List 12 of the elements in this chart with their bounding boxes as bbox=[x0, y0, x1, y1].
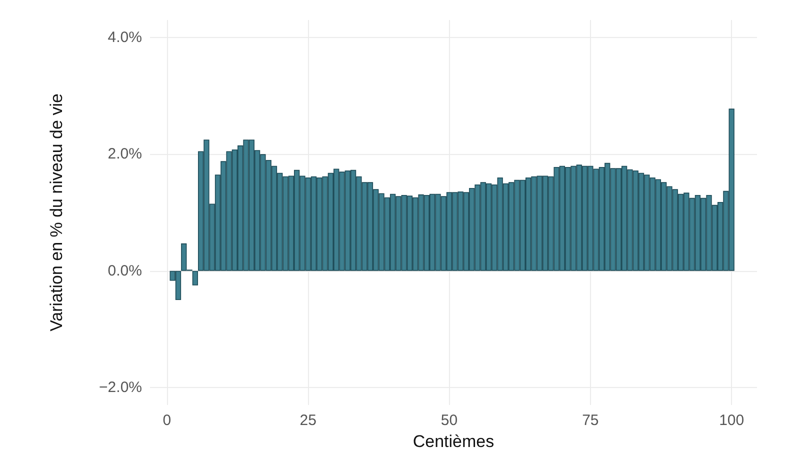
x-axis-title: Centièmes bbox=[412, 432, 494, 451]
y-tick-label: 4.0% bbox=[108, 29, 142, 46]
y-axis-title: Variation en % du niveau de vie bbox=[47, 94, 66, 332]
x-tick-label: 50 bbox=[440, 412, 458, 429]
y-tick-label: 2.0% bbox=[108, 146, 142, 163]
y-tick-label: −2.0% bbox=[99, 379, 142, 396]
x-tick-label: 0 bbox=[162, 412, 172, 429]
bar bbox=[192, 270, 198, 286]
y-tick-label: 0.0% bbox=[108, 262, 142, 280]
x-tick-label: 100 bbox=[719, 412, 744, 429]
x-tick-label: 25 bbox=[300, 412, 316, 429]
x-tick-label: 75 bbox=[582, 412, 599, 429]
